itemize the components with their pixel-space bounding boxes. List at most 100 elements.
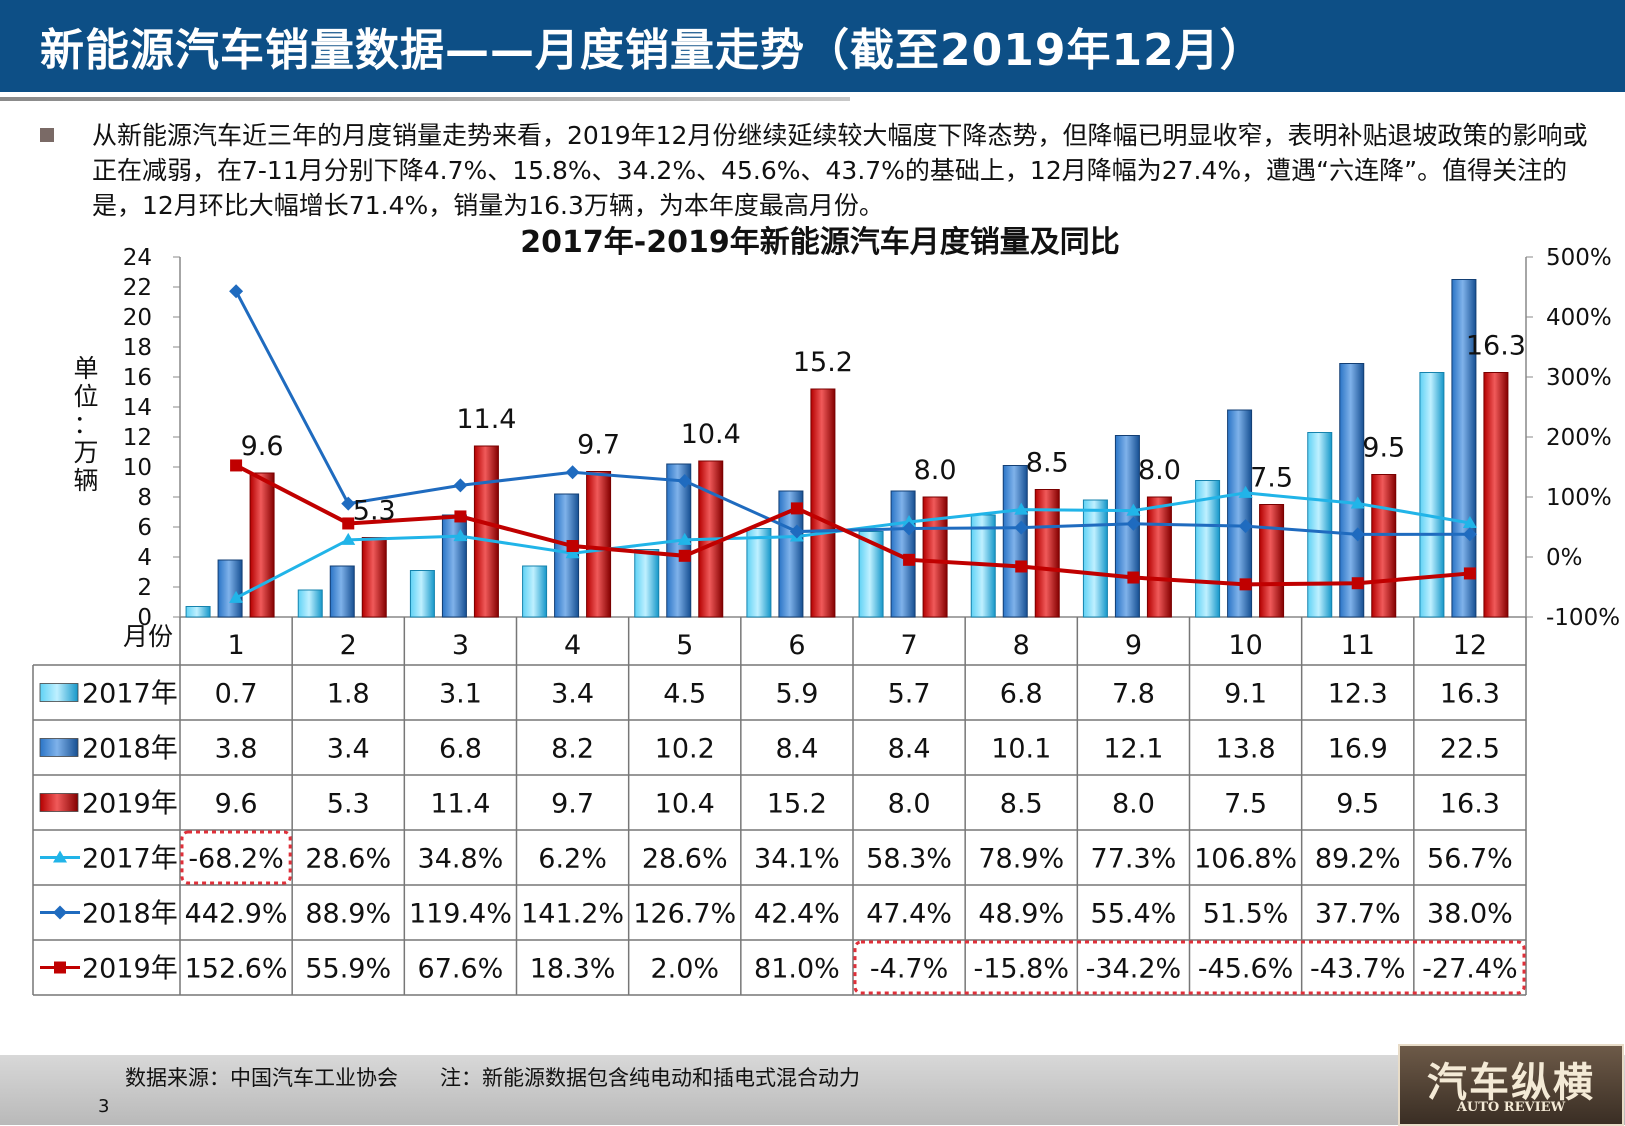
table-cell: 22.5 bbox=[1440, 734, 1500, 765]
line-point-2017年-7 bbox=[902, 515, 917, 528]
table-cell: 37.7% bbox=[1315, 899, 1401, 930]
table-cell: 42.4% bbox=[754, 899, 840, 930]
y-right-tick-label: -100% bbox=[1546, 605, 1620, 631]
table-cell: 5.7 bbox=[888, 679, 931, 710]
line-point-2017年-2 bbox=[341, 532, 356, 545]
line-point-2019年-11 bbox=[1351, 577, 1364, 590]
bar-2017年-3 bbox=[409, 570, 435, 618]
legend-marker bbox=[53, 850, 67, 863]
table-cell: 1.8 bbox=[327, 679, 370, 710]
table-cell: 152.6% bbox=[185, 954, 288, 985]
line-point-2017年-3 bbox=[453, 529, 468, 542]
line-point-2017年-12 bbox=[1462, 515, 1477, 528]
page-title: 新能源汽车销量数据——月度销量走势（截至2019年12月） bbox=[40, 25, 1265, 76]
bar-2019年-4 bbox=[586, 471, 612, 618]
combo-chart: 024681012141618202224-100%0%100%200%300%… bbox=[32, 225, 1620, 996]
table-cell: 47.4% bbox=[866, 899, 952, 930]
line-point-2019年-12 bbox=[1463, 567, 1476, 580]
table-cell: -45.6% bbox=[1198, 954, 1294, 985]
bar-2017年-5 bbox=[634, 549, 660, 618]
table-cell: 9.1 bbox=[1224, 679, 1267, 710]
y-tick-label: 8 bbox=[137, 485, 152, 511]
y-tick-label: 4 bbox=[137, 545, 152, 571]
line-point-2017年-4 bbox=[565, 546, 580, 559]
table-cell: 48.9% bbox=[978, 899, 1064, 930]
bar-2018年-12 bbox=[1451, 279, 1477, 618]
bar-2017年-9 bbox=[1082, 499, 1108, 618]
table-cell: 6.8 bbox=[439, 734, 482, 765]
table-cell: 119.4% bbox=[409, 899, 512, 930]
line-point-2019年-6 bbox=[790, 502, 803, 515]
table-cell: -27.4% bbox=[1422, 954, 1518, 985]
page-number: 3 bbox=[98, 1096, 110, 1117]
legend-swatch-bar bbox=[39, 793, 79, 812]
table-cell: 9.7 bbox=[551, 789, 594, 820]
table-cell: 7.8 bbox=[1112, 679, 1155, 710]
data-label: 10.4 bbox=[681, 419, 741, 450]
brand-logo: 汽车纵横 AUTO REVIEW bbox=[1398, 1044, 1624, 1126]
line-point-2019年-5 bbox=[678, 549, 691, 562]
table-cell: -4.7% bbox=[870, 954, 948, 985]
y-right-tick-label: 100% bbox=[1546, 485, 1612, 511]
category-label: 7 bbox=[900, 630, 917, 661]
line-point-2018年-3 bbox=[453, 478, 468, 493]
bullet-square-icon bbox=[40, 128, 54, 142]
category-label: 8 bbox=[1013, 630, 1030, 661]
table-cell: 15.2 bbox=[767, 789, 827, 820]
line-point-2019年-8 bbox=[1015, 560, 1028, 573]
table-cell: 55.9% bbox=[305, 954, 391, 985]
line-point-2019年-7 bbox=[903, 553, 916, 566]
y-tick-label: 10 bbox=[123, 455, 152, 481]
table-cell: 5.3 bbox=[327, 789, 370, 820]
table-cell: 38.0% bbox=[1427, 899, 1513, 930]
table-cell: 13.8 bbox=[1216, 734, 1276, 765]
y-tick-label: 18 bbox=[123, 335, 152, 361]
table-cell: 10.4 bbox=[655, 789, 715, 820]
table-cell: 2.0% bbox=[650, 954, 719, 985]
y-right-tick-label: 0% bbox=[1546, 545, 1583, 571]
y-tick-label: 22 bbox=[123, 275, 152, 301]
table-cell: 8.5 bbox=[1000, 789, 1043, 820]
line-point-2018年-7 bbox=[902, 521, 917, 536]
bar-2018年-8 bbox=[1002, 465, 1028, 618]
bar-2019年-9 bbox=[1146, 496, 1172, 618]
table-cell: 89.2% bbox=[1315, 844, 1401, 875]
x-axis-label: 月份 bbox=[123, 622, 173, 651]
footer-bar bbox=[0, 1055, 1625, 1125]
table-cell: 141.2% bbox=[521, 899, 624, 930]
line-point-2019年-2 bbox=[342, 517, 355, 530]
title-bar: 新能源汽车销量数据——月度销量走势（截至2019年12月） bbox=[0, 0, 1625, 92]
table-cell: 8.4 bbox=[775, 734, 818, 765]
legend-marker bbox=[53, 905, 67, 920]
line-point-2017年-8 bbox=[1014, 502, 1029, 515]
table-cell: 28.6% bbox=[305, 844, 391, 875]
bar-2017年-4 bbox=[522, 565, 548, 618]
line-point-2018年-2 bbox=[341, 496, 356, 511]
bar-2019年-6 bbox=[810, 388, 836, 618]
table-cell: 51.5% bbox=[1203, 899, 1289, 930]
table-cell: 3.8 bbox=[215, 734, 258, 765]
data-label: 9.7 bbox=[577, 430, 620, 461]
table-cell: 8.0 bbox=[1112, 789, 1155, 820]
line-point-2018年-11 bbox=[1350, 527, 1365, 542]
title-divider bbox=[0, 97, 850, 101]
data-label: 8.0 bbox=[914, 455, 957, 486]
table-cell: -43.7% bbox=[1310, 954, 1406, 985]
bar-2019年-3 bbox=[473, 445, 499, 618]
table-cell: 9.6 bbox=[215, 789, 258, 820]
y-tick-label: 2 bbox=[137, 575, 152, 601]
data-label: 16.3 bbox=[1466, 331, 1526, 362]
y-tick-label: 24 bbox=[123, 245, 152, 271]
y-tick-label: 6 bbox=[137, 515, 152, 541]
chart-title: 2017年-2019年新能源汽车月度销量及同比 bbox=[520, 225, 1119, 260]
y-tick-label: 16 bbox=[123, 365, 152, 391]
y-tick-label: 20 bbox=[123, 305, 152, 331]
category-label: 3 bbox=[452, 630, 469, 661]
line-point-2018年-8 bbox=[1014, 520, 1029, 535]
row-header: 2019年 bbox=[82, 789, 178, 820]
table-cell: 3.4 bbox=[327, 734, 370, 765]
table-cell: 3.1 bbox=[439, 679, 482, 710]
category-label: 5 bbox=[676, 630, 693, 661]
y-tick-label: 14 bbox=[123, 395, 152, 421]
table-cell: 126.7% bbox=[633, 899, 736, 930]
